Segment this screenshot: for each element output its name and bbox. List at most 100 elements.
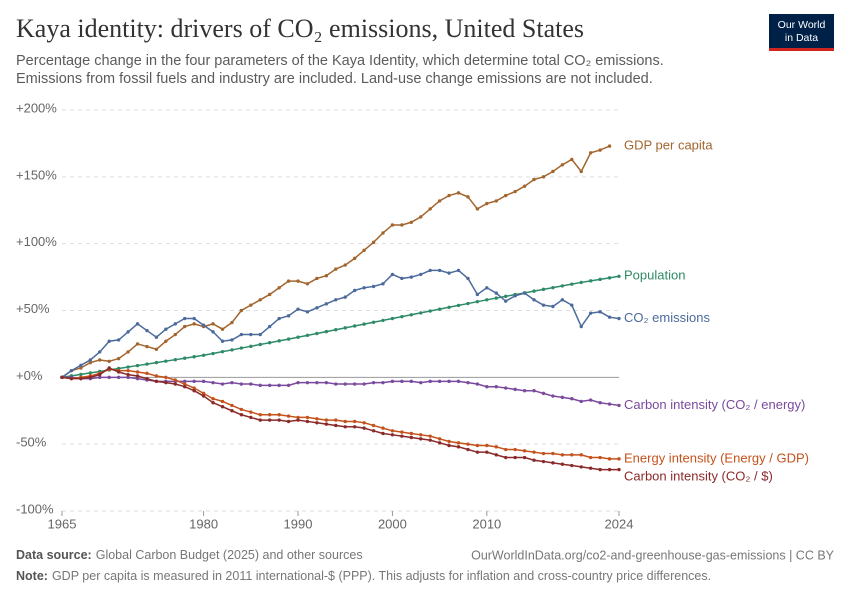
point bbox=[447, 305, 451, 309]
point bbox=[362, 322, 366, 326]
point bbox=[607, 315, 612, 319]
point bbox=[447, 439, 451, 444]
point bbox=[551, 451, 555, 456]
point bbox=[220, 349, 225, 354]
point bbox=[116, 338, 121, 342]
point bbox=[239, 382, 244, 386]
point bbox=[116, 356, 121, 361]
point bbox=[588, 151, 593, 155]
point bbox=[334, 328, 338, 332]
point bbox=[258, 332, 262, 337]
point bbox=[296, 415, 300, 420]
point bbox=[164, 359, 168, 363]
point bbox=[220, 339, 225, 343]
point bbox=[532, 177, 536, 182]
point bbox=[173, 322, 177, 326]
point bbox=[541, 287, 546, 292]
point bbox=[437, 379, 442, 384]
point bbox=[607, 457, 612, 461]
point bbox=[560, 453, 565, 457]
point bbox=[126, 368, 130, 373]
point bbox=[211, 351, 215, 356]
y-tick-label: -100% bbox=[16, 501, 54, 516]
point bbox=[485, 298, 489, 302]
point bbox=[570, 303, 574, 307]
point bbox=[305, 333, 310, 338]
point bbox=[183, 324, 187, 329]
point bbox=[154, 374, 159, 378]
point bbox=[400, 430, 404, 434]
point bbox=[362, 286, 366, 290]
point bbox=[579, 169, 583, 174]
point bbox=[485, 443, 489, 448]
point bbox=[504, 455, 508, 460]
point bbox=[428, 438, 432, 442]
point bbox=[267, 292, 272, 297]
point bbox=[390, 316, 395, 321]
point bbox=[560, 284, 565, 288]
point bbox=[192, 379, 196, 384]
point bbox=[381, 282, 385, 286]
point bbox=[494, 296, 498, 300]
point bbox=[201, 353, 206, 357]
point bbox=[419, 380, 423, 385]
point bbox=[164, 380, 168, 385]
point bbox=[258, 418, 262, 422]
point bbox=[315, 417, 319, 421]
point bbox=[513, 455, 517, 460]
subtitle: Emissions from fossil fuels and industry… bbox=[16, 71, 653, 87]
point bbox=[513, 387, 517, 392]
point bbox=[324, 418, 329, 422]
point bbox=[98, 350, 102, 354]
point bbox=[267, 324, 272, 329]
point bbox=[334, 423, 338, 428]
point bbox=[522, 291, 527, 295]
point bbox=[494, 291, 498, 295]
point bbox=[598, 401, 602, 405]
point bbox=[107, 359, 111, 363]
point bbox=[522, 184, 527, 188]
point bbox=[447, 193, 451, 198]
point bbox=[126, 375, 130, 380]
point bbox=[541, 459, 546, 464]
point bbox=[296, 307, 300, 311]
point bbox=[116, 375, 121, 380]
logo-box[interactable] bbox=[769, 14, 834, 51]
point bbox=[183, 382, 187, 386]
point bbox=[145, 328, 149, 333]
point bbox=[267, 341, 272, 345]
point bbox=[570, 157, 574, 162]
point bbox=[258, 298, 262, 302]
x-tick-label: 2024 bbox=[605, 516, 634, 531]
series-label: Energy intensity (Energy / GDP) bbox=[624, 450, 809, 465]
point bbox=[560, 462, 565, 466]
point bbox=[239, 346, 244, 350]
footer-url[interactable]: OurWorldInData.org/co2-and-greenhouse-ga… bbox=[471, 548, 835, 562]
subtitle: Percentage change in the four parameters… bbox=[16, 53, 664, 69]
point bbox=[362, 426, 366, 430]
point bbox=[409, 275, 414, 279]
point bbox=[249, 332, 253, 337]
point bbox=[532, 458, 536, 462]
point bbox=[324, 329, 329, 334]
y-tick-label: +0% bbox=[16, 368, 43, 383]
point bbox=[145, 344, 149, 349]
point bbox=[419, 215, 423, 219]
point bbox=[551, 394, 555, 398]
point bbox=[617, 274, 621, 278]
logo-text: in Data bbox=[785, 32, 818, 44]
source[interactable]: Global Carbon Budget (2025) and other so… bbox=[96, 548, 363, 562]
point bbox=[88, 375, 93, 380]
point bbox=[324, 380, 329, 385]
point bbox=[315, 421, 319, 425]
point bbox=[305, 282, 310, 286]
point bbox=[211, 401, 215, 405]
point bbox=[69, 376, 74, 381]
point bbox=[305, 419, 310, 424]
point bbox=[305, 415, 310, 420]
y-tick-label: +50% bbox=[16, 301, 50, 316]
point bbox=[551, 461, 555, 465]
point bbox=[324, 302, 329, 306]
point bbox=[428, 207, 432, 211]
